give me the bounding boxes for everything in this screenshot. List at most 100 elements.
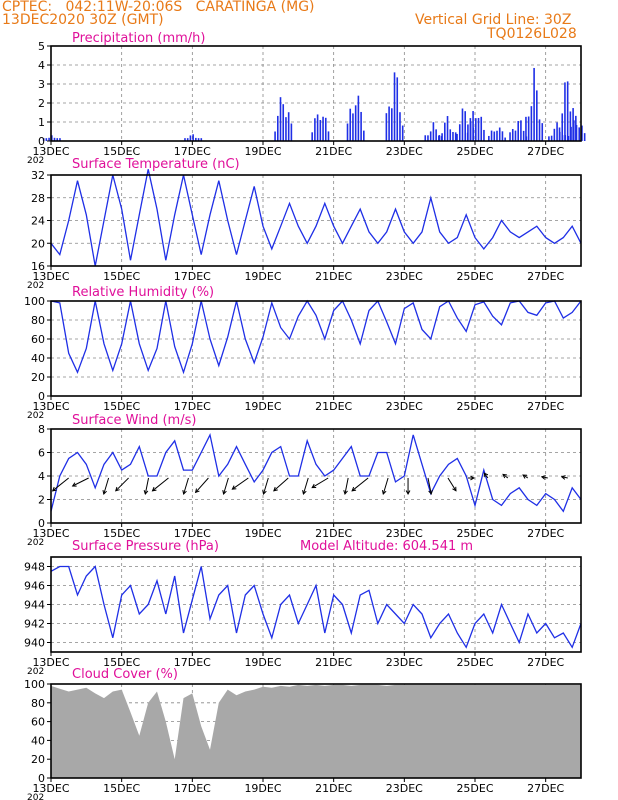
precip-bar xyxy=(327,131,330,141)
x-tick-label: 23DEC xyxy=(386,270,423,283)
x-tick-label: 25DEC xyxy=(456,145,493,158)
precip-bar xyxy=(477,117,480,141)
precip-bar xyxy=(441,133,443,141)
precip-bar xyxy=(432,122,435,141)
station-info: CPTEC: 042:11W-20:06S CARATINGA (MG) xyxy=(2,0,315,15)
series-line xyxy=(50,169,582,267)
y-tick-label: 946 xyxy=(24,580,45,593)
run-date: 13DEC2020 30Z (GMT) xyxy=(2,12,164,28)
wind-vector xyxy=(152,477,169,492)
precip-bar xyxy=(311,132,313,141)
precip-bar xyxy=(461,108,464,141)
precip-bar xyxy=(575,125,578,141)
precip-bar xyxy=(282,104,285,141)
y-tick-label: 28 xyxy=(31,192,45,205)
y-tick-label: 948 xyxy=(24,561,45,574)
precip-bar xyxy=(59,138,61,141)
wind-vector-head xyxy=(71,482,77,487)
wind-vector xyxy=(344,477,349,495)
precip-bar xyxy=(195,137,197,141)
wind-vector xyxy=(183,477,189,495)
precip-bar xyxy=(56,138,59,141)
x-tick-label: 19DEC xyxy=(244,656,281,669)
precip-bar xyxy=(525,116,527,141)
x-sub-label: 202 xyxy=(27,281,44,291)
panel-title: Precipitation (mm/h) xyxy=(72,31,205,46)
y-tick-label: 20 xyxy=(31,237,45,250)
y-tick-label: 40 xyxy=(31,734,45,747)
precip-bar xyxy=(480,116,483,141)
precip-bar xyxy=(458,124,461,141)
wind-vector xyxy=(195,477,209,493)
series-line xyxy=(50,432,582,513)
precip-bar xyxy=(454,132,457,141)
y-tick-label: 20 xyxy=(31,753,45,766)
precip-bar xyxy=(42,138,45,141)
precip-bar xyxy=(314,118,316,141)
y-tick-label: 6 xyxy=(38,447,45,460)
x-tick-label: 21DEC xyxy=(315,400,352,413)
x-tick-label: 27DEC xyxy=(527,782,564,795)
x-tick-label: 13DEC xyxy=(32,782,69,795)
y-tick-label: 0 xyxy=(38,390,45,403)
x-tick-label: 19DEC xyxy=(244,145,281,158)
precip-bar xyxy=(45,138,48,141)
x-tick-label: 25DEC xyxy=(456,527,493,540)
x-tick-label: 17DEC xyxy=(174,782,211,795)
wind-vector-head xyxy=(343,490,348,496)
precip-bar xyxy=(319,119,322,141)
precip-bar xyxy=(346,123,349,141)
precip-bar xyxy=(498,127,501,141)
x-sub-label: 202 xyxy=(27,156,44,166)
precip-bar xyxy=(446,116,449,141)
precip-bar xyxy=(357,95,360,141)
x-tick-label: 17DEC xyxy=(174,656,211,669)
precip-bar xyxy=(520,120,522,141)
x-sub-label: 202 xyxy=(27,793,44,800)
wind-vector-head xyxy=(470,475,475,481)
precip-bar xyxy=(363,130,365,141)
precip-bar xyxy=(553,128,556,141)
panel-frame xyxy=(50,300,582,397)
precip-bar xyxy=(189,135,192,141)
precip-bar xyxy=(452,131,454,141)
precip-bar xyxy=(399,112,401,141)
precip-bar xyxy=(466,132,469,141)
cloud-cover-area xyxy=(51,684,581,778)
x-tick-label: 25DEC xyxy=(456,270,493,283)
x-tick-label: 21DEC xyxy=(315,145,352,158)
wind-vector-head xyxy=(351,486,357,492)
panel-annotation: Model Altitude: 604.541 m xyxy=(300,539,473,554)
y-tick-label: 1 xyxy=(38,116,45,129)
y-tick-label: 80 xyxy=(31,314,45,327)
wind-vector-head xyxy=(560,475,566,480)
y-tick-label: 5 xyxy=(38,40,45,53)
x-sub-label: 202 xyxy=(27,538,44,548)
x-tick-label: 19DEC xyxy=(244,270,281,283)
precip-bar xyxy=(561,113,564,141)
x-tick-label: 21DEC xyxy=(315,270,352,283)
x-tick-label: 23DEC xyxy=(386,656,423,669)
panel-frame xyxy=(50,683,582,779)
precip-bar xyxy=(578,127,581,141)
x-tick-label: 19DEC xyxy=(244,782,281,795)
x-tick-label: 25DEC xyxy=(456,782,493,795)
precip-bar xyxy=(493,131,496,141)
y-tick-label: 2 xyxy=(38,97,45,110)
y-tick-label: 0 xyxy=(38,517,45,530)
wind-vector-head xyxy=(231,485,237,490)
wind-vector-head xyxy=(151,486,157,492)
wind-vector xyxy=(311,477,329,489)
wind-vector xyxy=(103,477,110,495)
precip-bar xyxy=(581,125,583,141)
y-tick-label: 942 xyxy=(24,618,45,631)
precip-bar xyxy=(438,135,441,141)
precip-bar xyxy=(464,111,466,141)
wind-vector-head xyxy=(428,490,433,496)
wind-vector-head xyxy=(452,486,457,492)
x-tick-label: 23DEC xyxy=(386,400,423,413)
precip-bar xyxy=(475,118,477,141)
x-tick-label: 19DEC xyxy=(244,400,281,413)
x-tick-label: 13DEC xyxy=(32,527,69,540)
x-tick-label: 13DEC xyxy=(32,145,69,158)
